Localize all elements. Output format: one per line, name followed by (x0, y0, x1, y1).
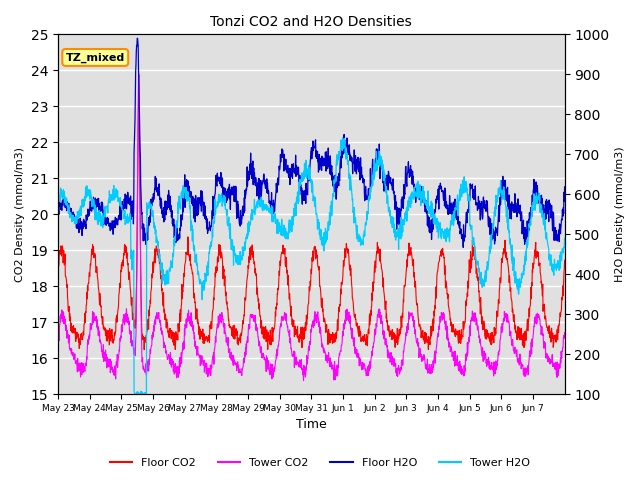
Text: TZ_mixed: TZ_mixed (66, 52, 125, 62)
Title: Tonzi CO2 and H2O Densities: Tonzi CO2 and H2O Densities (211, 15, 412, 29)
Y-axis label: H2O Density (mmol/m3): H2O Density (mmol/m3) (615, 146, 625, 282)
Y-axis label: CO2 Density (mmol/m3): CO2 Density (mmol/m3) (15, 147, 25, 282)
Legend: Floor CO2, Tower CO2, Floor H2O, Tower H2O: Floor CO2, Tower CO2, Floor H2O, Tower H… (105, 453, 535, 472)
X-axis label: Time: Time (296, 419, 326, 432)
